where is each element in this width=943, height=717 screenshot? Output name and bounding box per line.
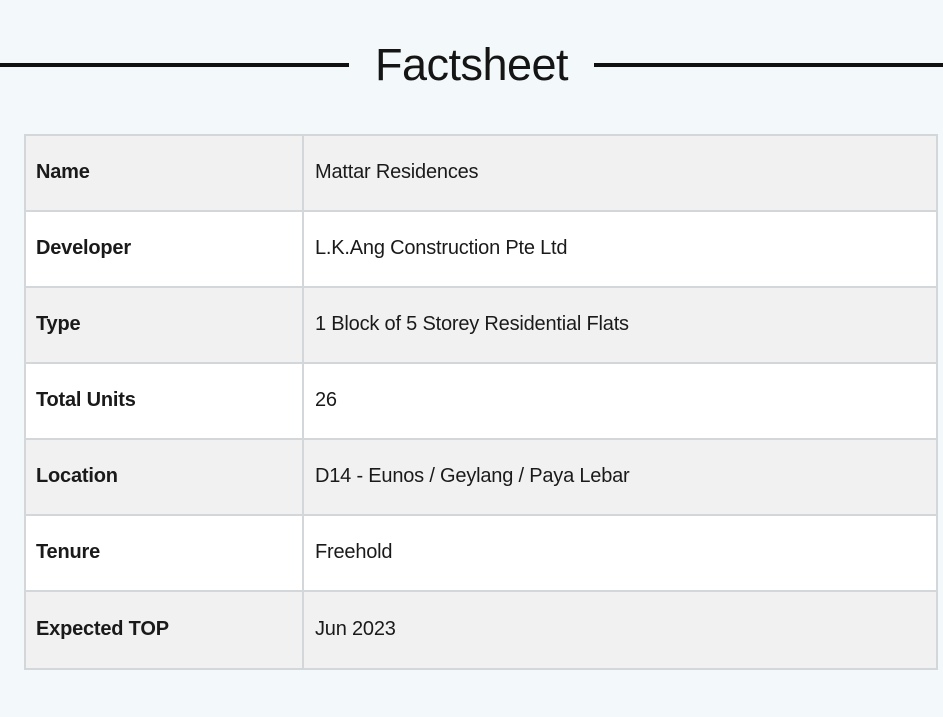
row-value: D14 - Eunos / Geylang / Paya Lebar: [315, 465, 630, 487]
table-row-name: Name Mattar Residences: [26, 135, 936, 212]
table-row-expected-top: Expected TOP Jun 2023: [26, 591, 936, 668]
page-header: Factsheet: [0, 0, 943, 90]
factsheet-table: Name Mattar Residences Developer L.K.Ang…: [24, 133, 938, 670]
row-label: Developer: [26, 211, 304, 286]
row-value: Mattar Residences: [315, 161, 479, 183]
row-value: 26: [315, 389, 337, 411]
row-value: Jun 2023: [315, 618, 396, 640]
title-rule-right: [594, 62, 943, 67]
row-label: Type: [26, 287, 304, 362]
table-row-location: Location D14 - Eunos / Geylang / Paya Le…: [26, 439, 936, 516]
row-label: Location: [26, 439, 304, 514]
row-label: Tenure: [26, 515, 304, 590]
row-value: L.K.Ang Construction Pte Ltd: [315, 237, 568, 259]
row-label: Name: [26, 135, 304, 210]
title-rule-left: [0, 62, 349, 67]
table-row-total-units: Total Units 26: [26, 363, 936, 440]
page-title: Factsheet: [374, 39, 569, 90]
row-label: Expected TOP: [26, 591, 304, 668]
row-label: Total Units: [26, 363, 304, 438]
row-value: Freehold: [315, 541, 393, 563]
table-row-developer: Developer L.K.Ang Construction Pte Ltd: [26, 211, 936, 288]
table-row-type: Type 1 Block of 5 Storey Residential Fla…: [26, 287, 936, 364]
row-value: 1 Block of 5 Storey Residential Flats: [315, 313, 629, 335]
table-row-tenure: Tenure Freehold: [26, 515, 936, 592]
